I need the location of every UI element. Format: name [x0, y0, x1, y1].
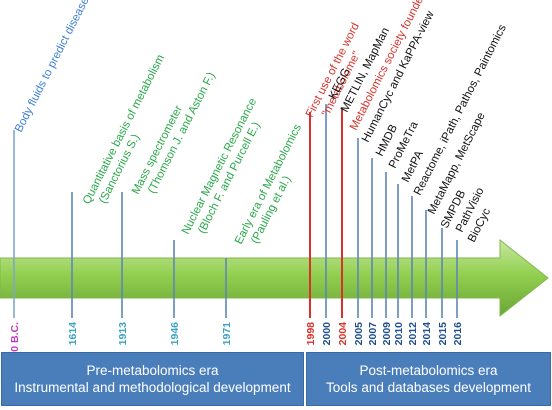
year-label: 1913: [117, 322, 129, 346]
year-label: 1998: [305, 322, 317, 346]
year-label: 1614: [67, 322, 79, 346]
year-label: 1946: [169, 322, 181, 346]
timeline-arrow: [0, 238, 549, 318]
year-label: 2004: [337, 322, 349, 346]
timeline-event: Body fluids to predict disease: [13, 0, 92, 134]
event-label: Body fluids to predict disease: [13, 0, 92, 134]
year-label: 2014: [421, 322, 433, 346]
post-era-title: Post-metabolomics era: [359, 363, 498, 378]
year-label: 2016: [452, 322, 464, 346]
pre-era-title: Pre-metabolomics era: [86, 363, 219, 378]
year-label: 2010: [393, 322, 405, 346]
timeline-event: Reactome, iPath, Pathos, Paintomics: [412, 23, 509, 198]
year-label: 2005: [353, 322, 365, 346]
post-era-subtitle: Tools and databases development: [326, 380, 531, 395]
year-label: 2015: [437, 322, 449, 346]
year-label: 1971: [221, 322, 233, 346]
pre-metabolomics-era-box: Pre-metabolomics era Instrumental and me…: [1, 352, 304, 406]
event-label: Reactome, iPath, Pathos, Paintomics: [412, 23, 509, 198]
pre-era-subtitle: Instrumental and methodological developm…: [14, 380, 291, 395]
year-label: 2007: [367, 322, 379, 346]
year-label: 2009: [381, 322, 393, 346]
year-label: 2012: [407, 322, 419, 346]
year-label: 2000: [321, 322, 333, 346]
post-metabolomics-era-box: Post-metabolomics era Tools and database…: [306, 352, 551, 406]
